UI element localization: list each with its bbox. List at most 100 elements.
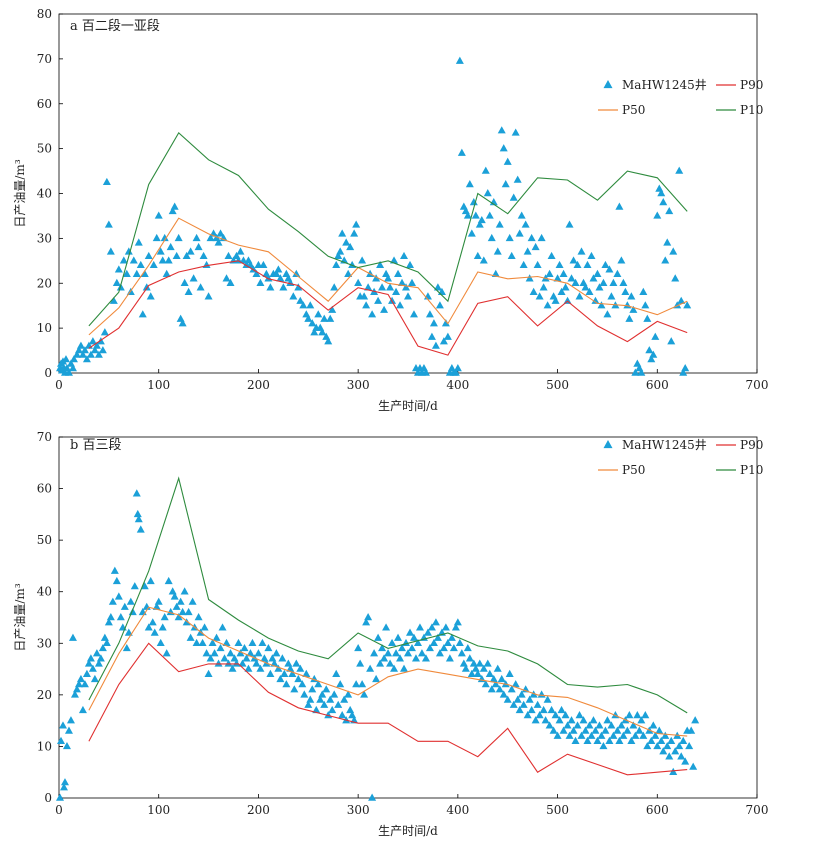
scatter-point (238, 659, 247, 667)
x-tick-label: 400 (446, 803, 469, 817)
scatter-point (643, 741, 652, 750)
scatter-point (583, 736, 592, 745)
scatter-point (427, 623, 436, 631)
scatter-point (447, 633, 456, 641)
scatter-point (352, 220, 361, 228)
scatter-point (667, 337, 676, 345)
scatter-point (595, 283, 604, 291)
scatter-point (292, 659, 301, 667)
scatter-point (499, 144, 508, 152)
scatter-point (136, 525, 145, 533)
scatter-point (292, 269, 301, 278)
scatter-point (258, 638, 267, 647)
scatter-point (651, 332, 660, 340)
scatter-point (665, 206, 674, 215)
scatter-point (605, 265, 614, 273)
series-line (88, 217, 688, 336)
scatter-point (224, 251, 233, 260)
scatter-point (545, 269, 554, 278)
scatter-point (66, 716, 75, 724)
scatter-point (94, 350, 103, 358)
scatter-point (104, 220, 113, 228)
scatter-point (164, 256, 173, 264)
scatter-point (318, 690, 327, 698)
scatter-point (431, 341, 440, 349)
scatter-point (364, 283, 373, 291)
scatter-point (306, 301, 315, 309)
legend-marker (603, 439, 613, 449)
scatter-point (679, 368, 688, 376)
scatter-point (617, 721, 626, 729)
scatter-point (278, 654, 287, 662)
scatter-point (669, 247, 678, 255)
scatter-point (394, 269, 403, 278)
scatter-point (366, 664, 375, 672)
legend-label: P10 (740, 463, 763, 477)
scatter-point (521, 220, 530, 228)
scatter-point (525, 695, 534, 703)
scatter-point (206, 233, 215, 242)
scatter-point (523, 711, 532, 719)
scatter-point (142, 602, 151, 610)
x-axis-title: 生产时间/d (378, 824, 438, 838)
scatter-point (483, 189, 492, 197)
scatter-point (56, 736, 65, 745)
scatter-point (133, 509, 142, 518)
scatter-point (176, 597, 185, 605)
scatter-point (102, 177, 111, 186)
scatter-point (443, 638, 452, 647)
scatter-point (276, 274, 285, 282)
scatter-point (663, 741, 672, 750)
legend-marker (603, 79, 613, 89)
scatter-point (599, 741, 608, 750)
scatter-point (517, 211, 526, 219)
scatter-point (541, 716, 550, 724)
scatter-point (591, 726, 600, 734)
scatter-point (98, 346, 107, 354)
scatter-point (587, 731, 596, 739)
scatter-point (210, 649, 219, 657)
scatter-point (299, 301, 308, 309)
scatter-point (413, 638, 422, 647)
scatter-point (551, 296, 560, 304)
scatter-point (74, 346, 83, 354)
scatter-point (549, 726, 558, 734)
scatter-point (332, 260, 341, 269)
scatter-point (342, 238, 351, 246)
scatter-point (380, 654, 389, 662)
x-tick-label: 500 (546, 803, 569, 817)
y-tick-label: 10 (37, 321, 52, 335)
scatter-point (641, 711, 650, 719)
scatter-point (433, 633, 442, 641)
scatter-point (236, 247, 245, 255)
scatter-point (471, 211, 480, 219)
scatter-point (481, 680, 490, 688)
scatter-point (358, 680, 367, 688)
scatter-point (543, 695, 552, 703)
scatter-point (158, 623, 167, 631)
scatter-point (591, 296, 600, 304)
scatter-point (100, 328, 109, 336)
scatter-point (503, 695, 512, 703)
scatter-point (376, 659, 385, 667)
scatter-point (555, 716, 564, 724)
scatter-point (593, 736, 602, 745)
scatter-point (318, 328, 327, 336)
scatter-point (461, 664, 470, 672)
scatter-point (675, 166, 684, 174)
scatter-point (429, 319, 438, 327)
scatter-point (425, 643, 434, 652)
scatter-point (509, 700, 518, 708)
scatter-point (124, 247, 133, 255)
scatter-point (493, 247, 502, 255)
scatter-point (90, 674, 99, 683)
y-tick-label: 50 (37, 533, 52, 547)
scatter-point (174, 233, 183, 242)
scatter-point (439, 337, 448, 345)
scatter-point (170, 592, 179, 600)
scatter-point (204, 292, 213, 300)
scatter-point (573, 721, 582, 729)
series-p90 (88, 642, 688, 776)
scatter-point (639, 287, 648, 295)
scatter-point (214, 659, 223, 667)
